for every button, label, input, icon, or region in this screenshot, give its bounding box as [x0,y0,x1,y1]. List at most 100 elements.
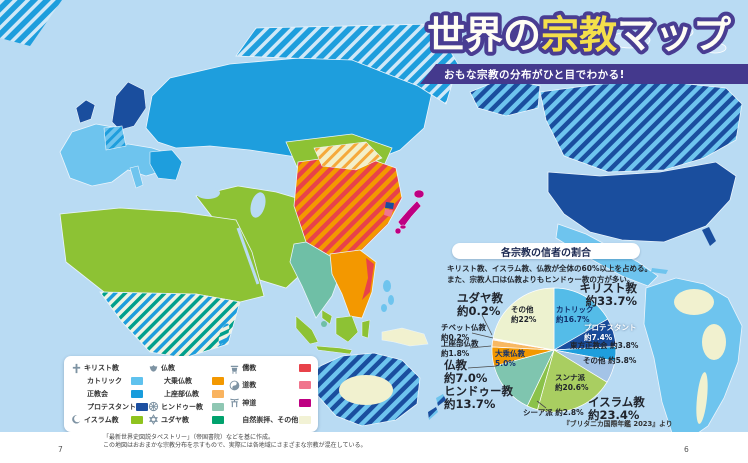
religion-pie-chart [491,287,617,413]
legend-item: 大乗仏教 [148,375,225,388]
color-chip [131,377,143,386]
map-legend: キリスト教 カトリック 正教会 プロテスタント イスラム教 仏教 大乗仏教 上座部仏教 ヒンドゥ… [64,356,318,432]
legend-item: 儒教 [229,362,311,375]
pie-label-mahayana: 大乗仏教 5.0% [495,349,525,368]
region-germany-mixed [103,125,127,151]
color-chip [131,390,143,398]
legend-column: 仏教大乗仏教上座部仏教ヒンドゥー教 ユダヤ教 [148,362,225,427]
pie-label-buddhism: 仏教 約7.0% [444,358,488,385]
subtitle-banner: おもな宗教の分布がひと目でわかる! [420,64,748,84]
legend-label: 大乗仏教 [164,377,192,386]
pie-label-shia: シーア派 約2.8% [523,408,584,417]
region-russia-orthodox [145,57,433,163]
region-korea-south [384,209,393,217]
region-siberia-mixed [235,23,459,105]
region-uk-protestant [75,99,96,124]
region-seasia-theravada [329,249,377,319]
legend-item: 自然崇拝、その他 [229,413,311,426]
region-amazon-nature [674,289,726,424]
legend-label: カトリック [87,377,122,386]
color-chip [299,398,311,407]
legend-item: カトリック [71,375,143,388]
legend-item: プロテスタント [71,401,148,414]
pie-label-islam: イスラム教 約23.4% [588,395,645,422]
chart-description: キリスト教、イスラム教、仏教が全体の60%以上を占める。 また、宗教人口は仏教よ… [447,263,652,286]
region-indonesia-islam [295,309,371,355]
censer-icon [229,363,240,374]
legend-label: 儒教 [242,364,257,373]
chart-title-text: 各宗教の信者の割合 [501,247,591,259]
region-usa-protestant [547,161,737,243]
region-cuba [651,268,668,274]
subtitle-text: おもな宗教の分布がひと目でわかる! [444,68,625,81]
region-sri-lanka [321,321,327,327]
legend-label: 自然崇拝、その他 [242,415,299,424]
pie-slice-12 [492,287,555,351]
page-number-left: 7 [58,445,63,454]
color-chip [212,415,225,424]
legend-columns: キリスト教 カトリック 正教会 プロテスタント イスラム教 仏教 大乗仏教 上座部仏教 ヒンドゥ… [71,362,311,426]
region-vietnam [362,258,374,300]
region-italy [129,165,144,189]
pie-label-hindu: ヒンドゥー教 約13.7% [444,384,513,411]
region-new-guinea-nature [381,327,429,347]
pie-label-orthodox: 東方正教会 約3.8% [570,341,639,350]
legend-label: 神道 [242,398,257,407]
dharma-wheel-icon [148,401,159,412]
pie-label-theravada: 上座部仏教 約1.8% [441,339,479,358]
legend-column: キリスト教カトリック正教会 プロテスタント イスラム教 [71,362,148,427]
map-caption-line1: 「最新世界史図説タペストリー」（帝国書院）などを基に作成。 [103,434,275,441]
region-australia-outback-nature [339,375,393,405]
caspian-sea [250,192,266,218]
pie-slice-1 [553,287,609,351]
title-part-2: 宗教 [541,13,617,57]
legend-item: イスラム教 [71,414,143,427]
color-chip [131,415,143,424]
region-subsahara-mixed [99,291,241,359]
pie-label-christianity: キリスト教 約33.7% [579,281,638,308]
star-of-david-icon [148,414,159,426]
map-caption: 「最新世界史図説タペストリー」（帝国書院）などを基に作成。 この地図はおおまかな… [103,434,366,449]
pie-label-tibetan: チベット仏教 約0.2% [441,323,486,342]
color-chip [136,402,148,411]
chart-title: 各宗教の信者の割合 [452,243,640,259]
region-north-africa-islam [59,207,265,303]
legend-item: 正教会 [71,388,143,401]
legend-label: イスラム教 [84,415,119,424]
arctic-islands [577,22,727,54]
legend-label: プロテスタント [87,402,136,411]
region-philippines-catholic [381,280,394,312]
color-chip [299,364,311,373]
map-caption-line2: この地図はおおまかな宗教分布を示すもので、実際には各地域にさまざまな宗教が混在し… [103,441,367,449]
legend-label: ユダヤ教 [161,415,189,424]
red-sea [236,227,260,285]
chart-description-line2: また、宗教人口は仏教よりもヒンドゥー教の方が多い。 [447,275,635,285]
pie-slice-5 [537,349,608,413]
region-new-zealand [428,394,446,420]
legend-label: 上座部仏教 [164,390,199,398]
color-chip [212,377,225,386]
yinyang-icon [229,380,240,391]
region-florida [702,227,716,246]
torii-icon [229,397,240,408]
region-arctic-corner [0,0,62,46]
color-chip [299,415,311,424]
title-part-3: マップ [617,13,731,57]
legend-column: 儒教道教神道自然崇拝、その他 [229,362,311,426]
legend-item: ユダヤ教 [148,414,225,427]
page-number-right: 6 [684,445,689,454]
svg-text:世界の宗教マップ: 世界の宗教マップ [427,13,731,57]
region-balkans-orthodox [149,149,183,181]
legend-item: 仏教 [148,362,224,375]
color-chip [212,390,225,398]
legend-label: 仏教 [161,364,175,373]
pie-label-judaism: ユダヤ教 約0.2% [457,291,503,318]
legend-label: キリスト教 [84,364,119,373]
legend-label: 道教 [242,381,257,390]
legend-label: ヒンドゥー教 [161,402,203,411]
black-sea [196,187,220,199]
chart-source: 『ブリタニカ国際年鑑 2023』より [563,420,673,428]
cross-icon [71,363,82,374]
color-chip [299,381,311,390]
